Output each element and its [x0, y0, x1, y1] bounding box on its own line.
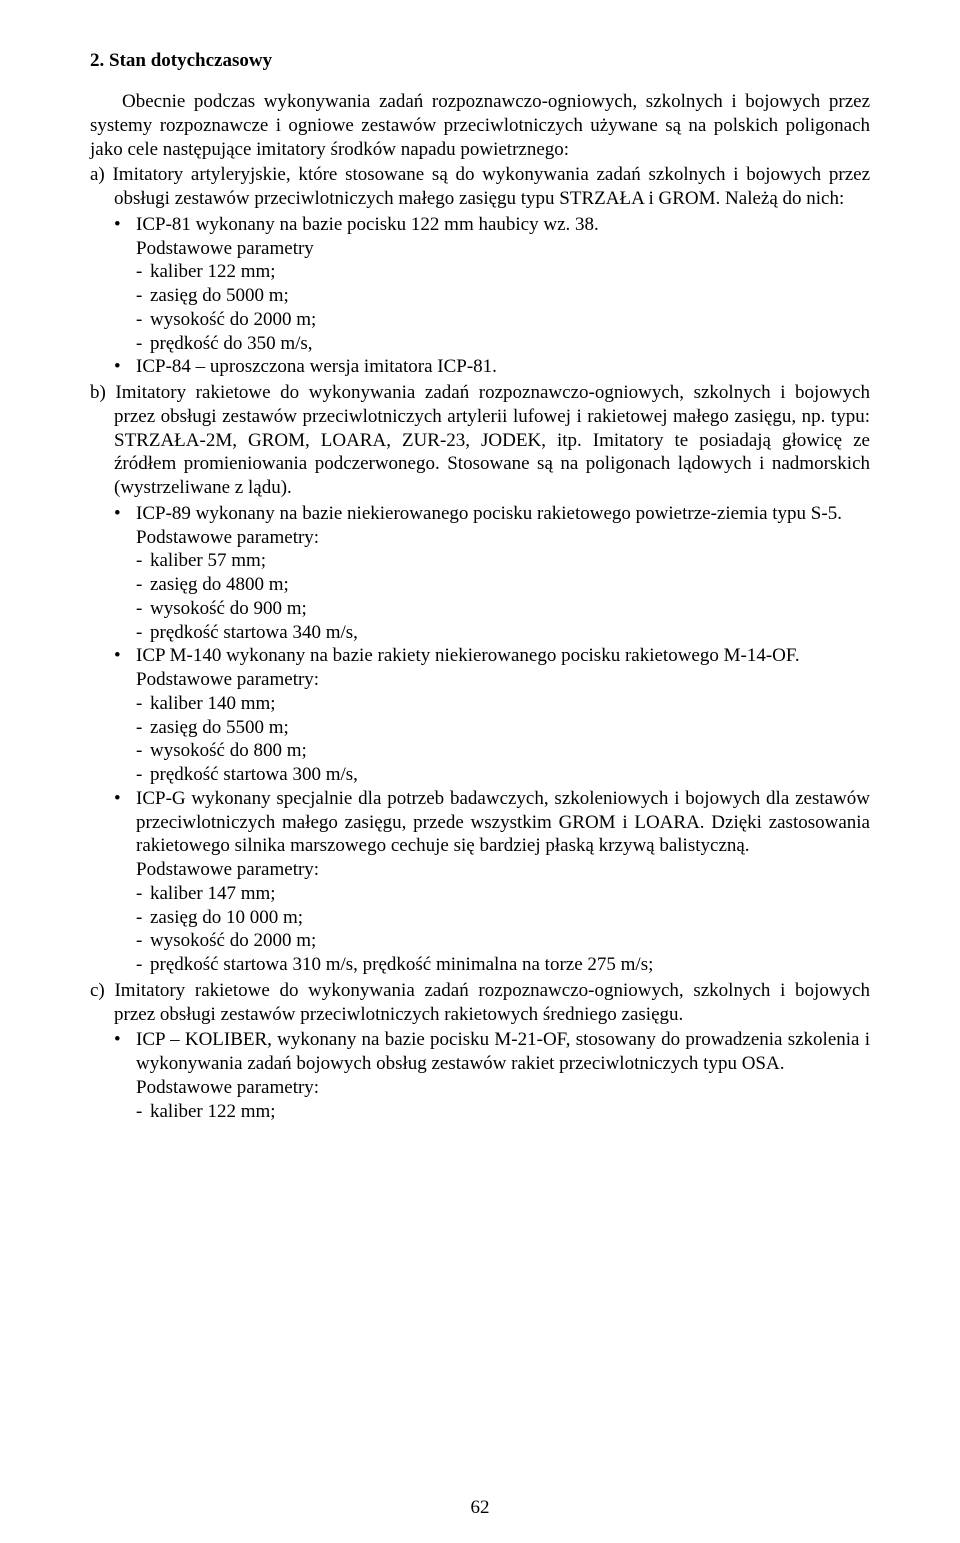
b-item-1: ICP M-140 wykonany na bazie rakiety niek… [114, 644, 870, 787]
param: prędkość startowa 300 m/s, [136, 763, 870, 787]
c-item-0-params: kaliber 122 mm; [136, 1100, 870, 1124]
sub-b-text: b) Imitatory rakietowe do wykonywania za… [90, 381, 870, 500]
c-item-0: ICP – KOLIBER, wykonany na bazie pocisku… [114, 1028, 870, 1123]
list-item-c: c) Imitatory rakietowe do wykonywania za… [90, 979, 870, 1124]
c-item-0-title: ICP – KOLIBER, wykonany na bazie pocisku… [136, 1029, 870, 1074]
param: zasięg do 5000 m; [136, 284, 870, 308]
param: zasięg do 4800 m; [136, 573, 870, 597]
sub-b-label: b) [90, 382, 106, 403]
list-item-b: b) Imitatory rakietowe do wykonywania za… [90, 381, 870, 977]
param: prędkość do 350 m/s, [136, 332, 870, 356]
a-item-0: ICP-81 wykonany na bazie pocisku 122 mm … [114, 213, 870, 356]
param: prędkość startowa 310 m/s, prędkość mini… [136, 953, 870, 977]
param: wysokość do 2000 m; [136, 308, 870, 332]
b-item-2-title: ICP-G wykonany specjalnie dla potrzeb ba… [136, 788, 870, 857]
sub-c-label: c) [90, 980, 105, 1001]
section-heading: 2. Stan dotychczasowy [90, 50, 870, 72]
param: wysokość do 800 m; [136, 739, 870, 763]
c-item-0-param-intro: Podstawowe parametry: [136, 1076, 870, 1100]
a-bullet-list: ICP-81 wykonany na bazie pocisku 122 mm … [90, 213, 870, 379]
sub-b-content: Imitatory rakietowe do wykonywania zadań… [114, 382, 870, 498]
param: prędkość startowa 340 m/s, [136, 621, 870, 645]
intro-paragraph: Obecnie podczas wykonywania zadań rozpoz… [90, 90, 870, 161]
sub-c-content: Imitatory rakietowe do wykonywania zadań… [114, 980, 870, 1025]
param: zasięg do 5500 m; [136, 716, 870, 740]
param: kaliber 147 mm; [136, 882, 870, 906]
sub-a-label: a) [90, 164, 105, 185]
document-page: 2. Stan dotychczasowy Obecnie podczas wy… [0, 0, 960, 1543]
c-bullet-list: ICP – KOLIBER, wykonany na bazie pocisku… [90, 1028, 870, 1123]
param: kaliber 122 mm; [136, 1100, 870, 1124]
b-item-2-params: kaliber 147 mm; zasięg do 10 000 m; wyso… [136, 882, 870, 977]
b-item-2: ICP-G wykonany specjalnie dla potrzeb ba… [114, 787, 870, 977]
sub-a-content: Imitatory artyleryjskie, które stosowane… [112, 164, 870, 209]
a-item-1: ICP-84 – uproszczona wersja imitatora IC… [114, 355, 870, 379]
b-item-0-param-intro: Podstawowe parametry: [136, 526, 870, 550]
sub-c-text: c) Imitatory rakietowe do wykonywania za… [90, 979, 870, 1027]
b-bullet-list: ICP-89 wykonany na bazie niekierowanego … [90, 502, 870, 977]
b-item-1-param-intro: Podstawowe parametry: [136, 668, 870, 692]
a-item-0-param-intro: Podstawowe parametry [136, 237, 870, 261]
b-item-2-param-intro: Podstawowe parametry: [136, 858, 870, 882]
b-item-1-title: ICP M-140 wykonany na bazie rakiety niek… [136, 645, 800, 666]
param: zasięg do 10 000 m; [136, 906, 870, 930]
param: kaliber 122 mm; [136, 260, 870, 284]
b-item-0-params: kaliber 57 mm; zasięg do 4800 m; wysokoś… [136, 549, 870, 644]
b-item-1-params: kaliber 140 mm; zasięg do 5500 m; wysoko… [136, 692, 870, 787]
a-item-0-title: ICP-81 wykonany na bazie pocisku 122 mm … [136, 214, 599, 235]
list-item-a: a) Imitatory artyleryjskie, które stosow… [90, 163, 870, 379]
b-item-0-title: ICP-89 wykonany na bazie niekierowanego … [136, 503, 842, 524]
param: wysokość do 900 m; [136, 597, 870, 621]
a-item-0-params: kaliber 122 mm; zasięg do 5000 m; wysoko… [136, 260, 870, 355]
sub-a-text: a) Imitatory artyleryjskie, które stosow… [90, 163, 870, 211]
b-item-0: ICP-89 wykonany na bazie niekierowanego … [114, 502, 870, 645]
param: kaliber 140 mm; [136, 692, 870, 716]
page-number: 62 [0, 1497, 960, 1519]
param: kaliber 57 mm; [136, 549, 870, 573]
param: wysokość do 2000 m; [136, 929, 870, 953]
a-item-1-title: ICP-84 – uproszczona wersja imitatora IC… [136, 356, 497, 377]
